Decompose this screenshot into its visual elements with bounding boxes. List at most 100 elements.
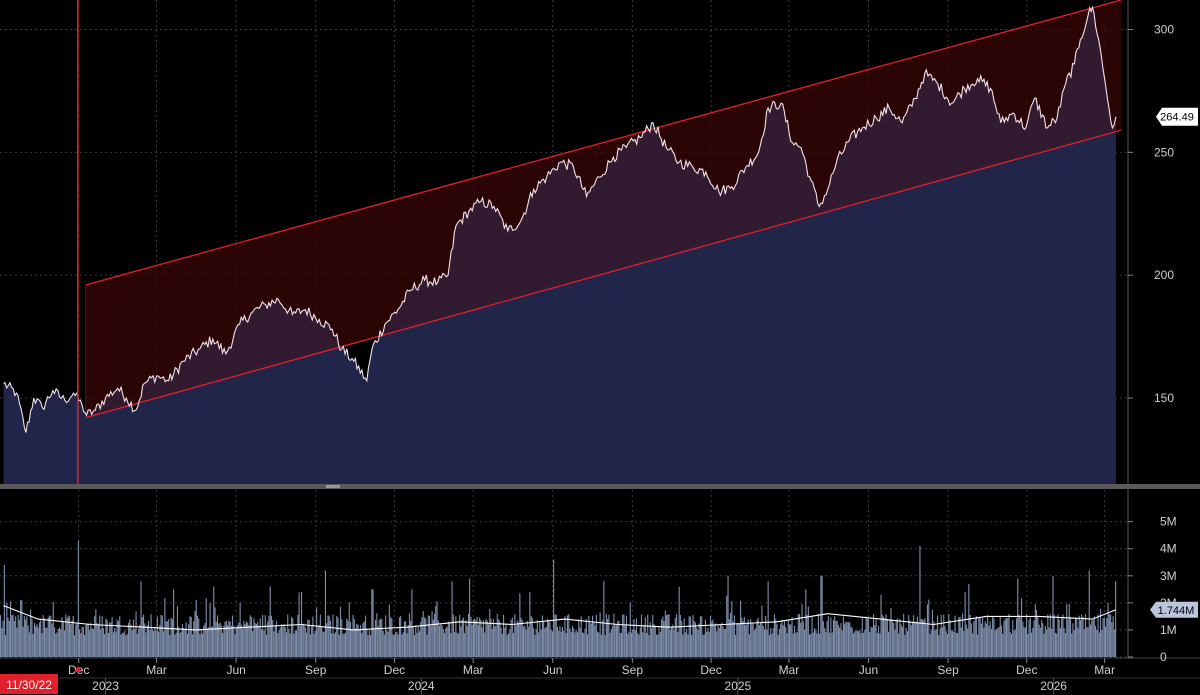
volume-bar xyxy=(232,615,234,657)
volume-bar xyxy=(1047,614,1049,657)
volume-bar xyxy=(888,631,890,657)
price-tick-label: 200 xyxy=(1154,268,1174,282)
volume-bar xyxy=(18,620,20,657)
volume-bar xyxy=(297,615,299,657)
volume-bar xyxy=(607,618,609,657)
volume-bar xyxy=(1081,614,1083,657)
volume-bar xyxy=(524,625,526,657)
volume-bar xyxy=(937,615,939,657)
volume-bar xyxy=(64,630,66,657)
volume-bar xyxy=(503,614,505,657)
volume-bar xyxy=(1112,616,1114,657)
volume-bar xyxy=(372,589,374,657)
volume-bar xyxy=(945,631,947,657)
volume-bar xyxy=(834,616,836,657)
volume-bar xyxy=(1008,614,1010,657)
volume-bar xyxy=(654,626,656,657)
volume-bar xyxy=(6,602,8,657)
volume-bar xyxy=(218,623,220,657)
volume-bar xyxy=(587,634,589,657)
volume-bar xyxy=(948,614,950,657)
volume-bar xyxy=(608,614,610,657)
volume-bar xyxy=(32,634,34,657)
month-tick-label: Dec xyxy=(1016,663,1037,677)
volume-bar xyxy=(209,603,211,657)
volume-bar xyxy=(730,612,732,657)
volume-bar xyxy=(80,633,82,657)
volume-bar xyxy=(485,618,487,657)
volume-bar xyxy=(597,631,599,657)
volume-bar xyxy=(21,600,23,657)
volume-bar xyxy=(518,622,520,657)
volume-bar xyxy=(38,622,40,657)
volume-bar xyxy=(87,623,89,657)
volume-bar xyxy=(1107,602,1109,657)
volume-bar xyxy=(283,624,285,657)
volume-bar xyxy=(949,620,951,657)
volume-bar xyxy=(544,628,546,657)
volume-bar xyxy=(822,621,824,657)
volume-bar xyxy=(391,618,393,657)
volume-bar xyxy=(219,622,221,657)
volume-bar xyxy=(281,624,283,657)
volume-bar xyxy=(8,620,10,657)
volume-bar xyxy=(41,633,43,657)
volume-bar xyxy=(228,621,230,657)
volume-bar xyxy=(929,634,931,657)
volume-bar xyxy=(615,625,617,657)
volume-bar xyxy=(500,627,502,657)
volume-bar xyxy=(323,631,325,657)
volume-bar xyxy=(579,627,581,657)
volume-bar xyxy=(165,621,167,657)
volume-bar xyxy=(1036,609,1038,657)
volume-bar xyxy=(164,598,166,657)
volume-bar xyxy=(312,616,314,657)
volume-bar xyxy=(583,632,585,657)
volume-bar xyxy=(112,632,114,657)
volume-bar xyxy=(817,613,819,657)
volume-bar xyxy=(201,633,203,657)
volume-bar xyxy=(613,613,615,657)
volume-bar xyxy=(919,546,921,657)
volume-bar xyxy=(1031,632,1033,657)
volume-bar xyxy=(1022,621,1024,657)
volume-bar xyxy=(229,621,231,657)
volume-bar xyxy=(944,626,946,657)
volume-bar xyxy=(127,622,129,657)
volume-bar xyxy=(273,631,275,657)
volume-bar xyxy=(554,614,556,657)
volume-bar xyxy=(667,614,669,657)
volume-bar xyxy=(637,632,639,657)
volume-bar xyxy=(709,616,711,657)
volume-bar xyxy=(245,621,247,657)
volume-bar xyxy=(1073,630,1075,657)
volume-bar xyxy=(1000,625,1002,657)
volume-bar xyxy=(672,624,674,657)
volume-bar xyxy=(960,627,962,657)
volume-bar xyxy=(1012,620,1014,657)
volume-bar xyxy=(196,615,198,657)
volume-bar xyxy=(287,614,289,657)
volume-bar xyxy=(356,623,358,657)
trend-channel-upper xyxy=(85,0,1122,286)
volume-bar xyxy=(1009,631,1011,657)
volume-bar xyxy=(1076,618,1078,657)
volume-bar xyxy=(651,627,653,657)
volume-bar xyxy=(462,617,464,657)
volume-bar xyxy=(526,620,528,657)
volume-bar xyxy=(706,631,708,657)
volume-bar xyxy=(725,628,727,657)
volume-bar xyxy=(176,606,178,657)
volume-bar xyxy=(687,634,689,657)
price-panel xyxy=(3,0,1122,485)
volume-bar xyxy=(316,607,318,657)
volume-bar xyxy=(728,619,730,657)
volume-bar xyxy=(1062,614,1064,657)
volume-bar xyxy=(638,634,640,657)
volume-bar xyxy=(865,616,867,657)
volume-bar xyxy=(489,609,491,657)
volume-bar xyxy=(564,616,566,657)
volume-bar xyxy=(224,621,226,657)
trend-channel-lower xyxy=(85,129,1122,419)
volume-bar xyxy=(334,632,336,657)
